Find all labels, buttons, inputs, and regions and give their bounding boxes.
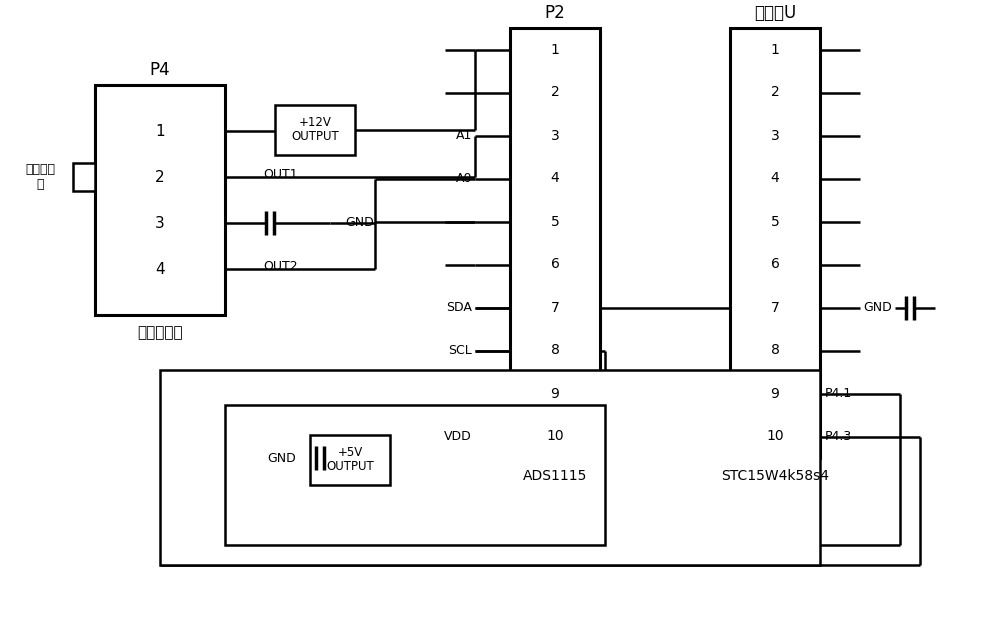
Bar xyxy=(95,85,225,315)
Text: 压力传感器: 压力传感器 xyxy=(137,325,183,341)
Bar xyxy=(73,163,95,191)
Text: +12V: +12V xyxy=(299,117,331,130)
Text: 单片机U: 单片机U xyxy=(754,4,796,22)
Text: SCL: SCL xyxy=(448,344,472,357)
Text: ADS1115: ADS1115 xyxy=(523,469,587,483)
Text: 9: 9 xyxy=(551,386,559,401)
Text: 5: 5 xyxy=(771,214,779,229)
Text: 4: 4 xyxy=(551,171,559,186)
Text: OUT1: OUT1 xyxy=(263,168,298,181)
Text: +5V: +5V xyxy=(337,447,363,460)
Text: 10: 10 xyxy=(546,429,564,444)
Text: GND: GND xyxy=(267,452,296,465)
Text: OUTPUT: OUTPUT xyxy=(291,130,339,143)
Text: 1: 1 xyxy=(551,42,559,57)
Text: 4: 4 xyxy=(155,262,165,277)
Bar xyxy=(510,28,600,458)
Text: 9: 9 xyxy=(771,386,779,401)
Text: STC15W4k58s4: STC15W4k58s4 xyxy=(721,469,829,483)
Text: P4: P4 xyxy=(150,61,170,79)
Text: 1: 1 xyxy=(771,42,779,57)
Text: 压力检测
口: 压力检测 口 xyxy=(25,163,55,191)
Text: 6: 6 xyxy=(771,257,779,272)
Text: 2: 2 xyxy=(155,169,165,184)
Text: A0: A0 xyxy=(456,172,472,185)
Text: GND: GND xyxy=(863,301,892,314)
Text: 8: 8 xyxy=(771,343,779,358)
Bar xyxy=(225,405,605,545)
Text: A1: A1 xyxy=(456,129,472,142)
Text: 3: 3 xyxy=(551,128,559,143)
Text: P2: P2 xyxy=(545,4,565,22)
Text: 8: 8 xyxy=(551,343,559,358)
Text: P4.3: P4.3 xyxy=(825,430,852,443)
Bar xyxy=(275,105,355,155)
Text: 3: 3 xyxy=(155,216,165,231)
Text: 10: 10 xyxy=(766,429,784,444)
Text: OUT2: OUT2 xyxy=(263,260,298,273)
Text: 6: 6 xyxy=(551,257,559,272)
Text: 7: 7 xyxy=(551,300,559,315)
Text: 1: 1 xyxy=(155,123,165,138)
Bar xyxy=(310,435,390,485)
Bar xyxy=(160,370,820,565)
Text: GND: GND xyxy=(345,217,374,229)
Bar xyxy=(730,28,820,458)
Text: 3: 3 xyxy=(771,128,779,143)
Text: 7: 7 xyxy=(771,300,779,315)
Text: SDA: SDA xyxy=(446,301,472,314)
Text: 4: 4 xyxy=(771,171,779,186)
Text: P4.1: P4.1 xyxy=(825,387,852,400)
Text: 2: 2 xyxy=(551,85,559,100)
Text: 2: 2 xyxy=(771,85,779,100)
Text: 5: 5 xyxy=(551,214,559,229)
Text: VDD: VDD xyxy=(444,430,472,443)
Text: OUTPUT: OUTPUT xyxy=(326,460,374,473)
